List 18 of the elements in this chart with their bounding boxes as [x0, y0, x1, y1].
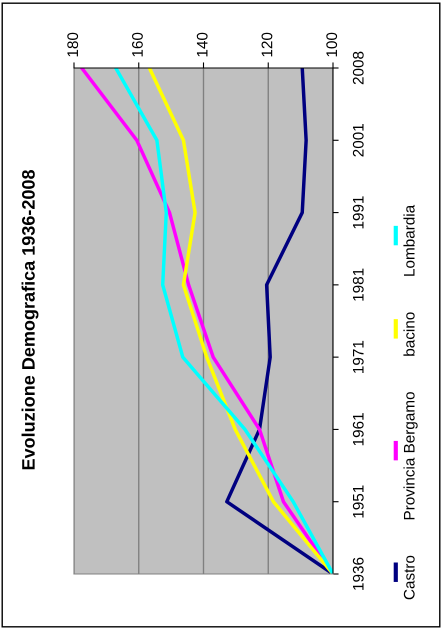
- legend-label: Lombardia: [403, 204, 415, 276]
- x-tick-label: 100: [326, 32, 338, 56]
- y-tick-label: 1936: [352, 558, 364, 590]
- y-tick-label: 1981: [352, 268, 364, 301]
- x-tick-label: 160: [132, 32, 143, 56]
- y-tick-label: 1961: [352, 413, 364, 446]
- y-tick-label: 1971: [352, 340, 364, 373]
- legend-label: bacino: [403, 312, 415, 356]
- text: Evoluzione Demografica 1936-2008: [22, 170, 38, 470]
- x-tick-label: 180: [67, 32, 78, 56]
- y-tick-label: 1991: [352, 196, 364, 228]
- y-tick-label: 1951: [352, 485, 364, 518]
- legend-label: Provincia Bergamo: [403, 392, 418, 520]
- x-tick-label: 140: [196, 32, 208, 56]
- x-tick-label: 120: [262, 32, 272, 56]
- legend-label: Castro: [404, 556, 415, 600]
- y-tick-label: 2008: [352, 52, 364, 84]
- y-tick-label: 2001: [352, 124, 364, 157]
